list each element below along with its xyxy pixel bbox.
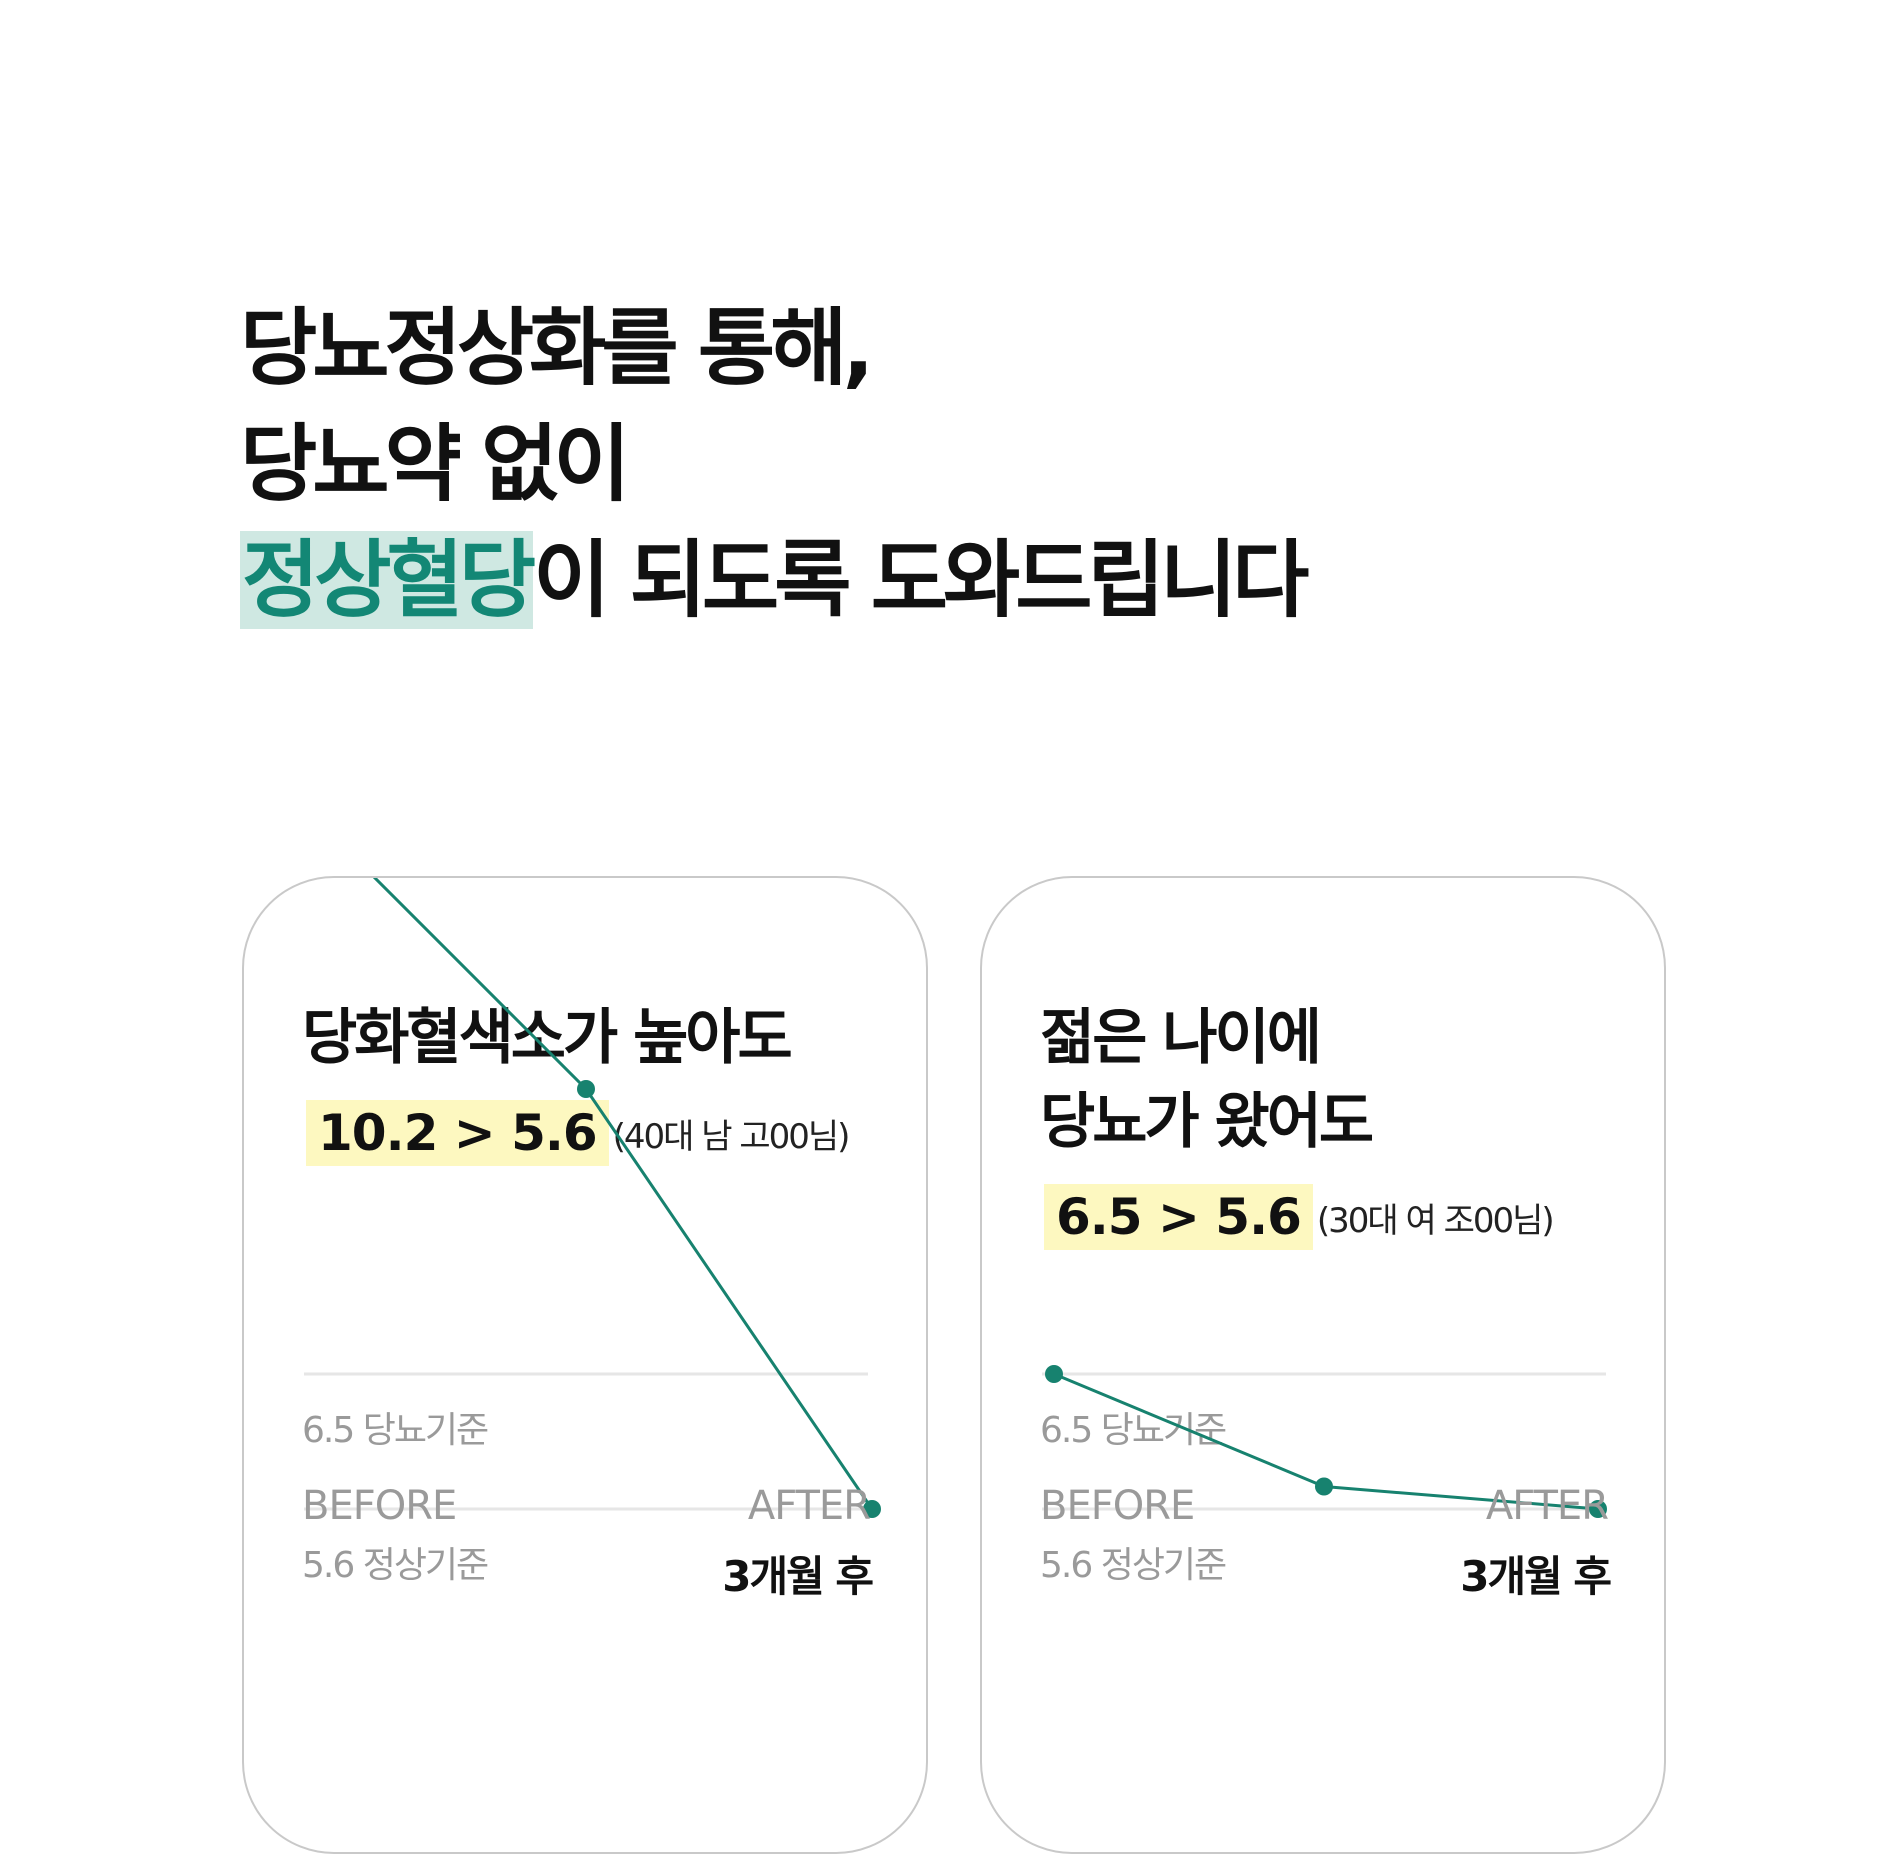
card-2-chart: 6.5 당뇨기준 5.6 정상기준 bbox=[1040, 1365, 1607, 1586]
result-card-1: 당화혈색소가 높아도 10.2 > 5.6 (40대 남 고00님) 6.5 당… bbox=[242, 876, 928, 1854]
card-2-note: (30대 여 조00님) bbox=[1316, 1200, 1555, 1241]
card-1-stat: 10.2 > 5.6 (40대 남 고00님) bbox=[306, 1100, 851, 1166]
card-1-value: 10.2 > 5.6 bbox=[306, 1100, 609, 1166]
card-1-before-label: BEFORE bbox=[302, 1483, 457, 1529]
reference-label-2: 5.6 정상기준 bbox=[1040, 1545, 1226, 1586]
card-1-after-label: AFTER bbox=[747, 1483, 871, 1529]
card-2-value: 6.5 > 5.6 bbox=[1044, 1184, 1313, 1250]
data-point-1 bbox=[1045, 1365, 1063, 1383]
card-2-title-line-1: 젊은 나이에 bbox=[1040, 1003, 1322, 1073]
reference-label-1: 6.5 당뇨기준 bbox=[1040, 1410, 1226, 1451]
headline-line-3-rest: 이 되도록 도와드립니다 bbox=[533, 531, 1309, 629]
data-point-3 bbox=[1589, 1500, 1607, 1518]
card-1-note: (40대 남 고00님) bbox=[612, 1116, 851, 1157]
data-point-2 bbox=[577, 1080, 595, 1098]
headline: 당뇨정상화를 통해, 당뇨약 없이 정상혈당이 되도록 도와드립니다 bbox=[240, 290, 1309, 638]
card-2-title-line-2: 당뇨가 왔어도 bbox=[1040, 1087, 1374, 1157]
headline-highlight: 정상혈당 bbox=[240, 531, 536, 629]
data-point-2 bbox=[1315, 1477, 1333, 1496]
data-point-3 bbox=[863, 1500, 881, 1518]
headline-line-1: 당뇨정상화를 통해, bbox=[240, 299, 874, 397]
card-2-stat: 6.5 > 5.6 (30대 여 조00님) bbox=[1044, 1184, 1555, 1250]
reference-label-2: 5.6 정상기준 bbox=[302, 1545, 488, 1586]
card-1-chart: 6.5 당뇨기준 5.6 정상기준 bbox=[302, 878, 881, 1586]
headline-line-3: 정상혈당이 되도록 도와드립니다 bbox=[240, 522, 1309, 638]
reference-label-1: 6.5 당뇨기준 bbox=[302, 1410, 488, 1451]
card-1-title-line: 당화혈색소가 높아도 bbox=[302, 1003, 793, 1073]
card-1-title: 당화혈색소가 높아도 bbox=[302, 996, 793, 1080]
card-2-after-label: AFTER bbox=[1485, 1483, 1609, 1529]
card-2-before-label: BEFORE bbox=[1040, 1483, 1195, 1529]
card-2-period-label: 3개월 후 bbox=[1460, 1552, 1612, 1601]
card-1-period-label: 3개월 후 bbox=[722, 1552, 874, 1601]
card-2-title: 젊은 나이에 당뇨가 왔어도 bbox=[1040, 996, 1374, 1164]
result-card-2: 젊은 나이에 당뇨가 왔어도 6.5 > 5.6 (30대 여 조00님) 6.… bbox=[980, 876, 1666, 1854]
headline-line-2: 당뇨약 없이 bbox=[240, 415, 631, 513]
